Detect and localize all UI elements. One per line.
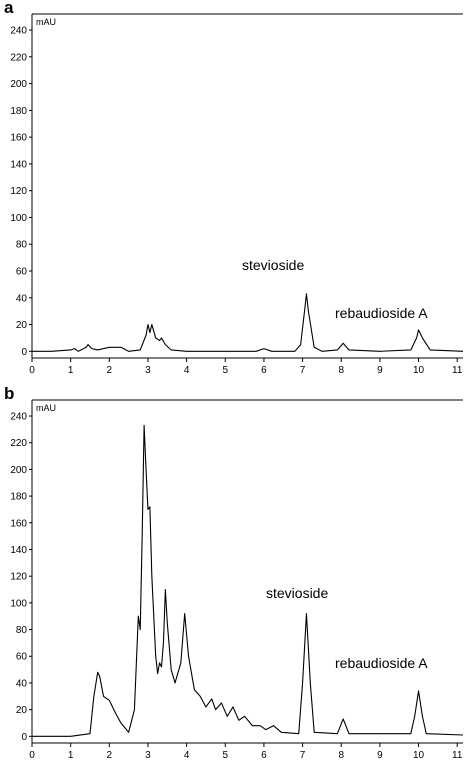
x-tick-label: 8 (338, 750, 344, 761)
trace (32, 293, 464, 352)
x-tick-label: 9 (377, 365, 383, 376)
y-tick-label: 120 (10, 186, 27, 197)
y-tick-label: 160 (10, 133, 27, 144)
x-tick-label: 8 (338, 365, 344, 376)
y-tick-label: 40 (16, 293, 28, 304)
y-tick-label: 120 (10, 572, 27, 583)
y-tick-label: 180 (10, 106, 27, 117)
y-tick-label: 200 (10, 465, 27, 476)
x-tick-label: 11 (452, 365, 463, 376)
y-tick-label: 0 (21, 347, 27, 358)
x-tick-label: 9 (377, 750, 383, 761)
x-tick-label: 6 (261, 365, 267, 376)
x-tick-label: 6 (261, 750, 267, 761)
y-tick-label: 240 (10, 26, 27, 37)
x-tick-label: 5 (222, 365, 228, 376)
annotation: rebaudioside A (335, 655, 428, 671)
panel-letter: b (4, 384, 14, 403)
y-tick-label: 220 (10, 52, 27, 63)
x-tick-label: 2 (107, 365, 113, 376)
y-tick-label: 140 (10, 159, 27, 170)
x-tick-label: 2 (107, 750, 113, 761)
y-tick-label: 60 (16, 652, 28, 663)
y-tick-label: 80 (16, 625, 28, 636)
y-tick-label: 60 (16, 266, 28, 277)
y-tick-label: 180 (10, 492, 27, 503)
x-tick-label: 7 (300, 750, 306, 761)
x-tick-label: 0 (29, 365, 35, 376)
annotation: stevioside (242, 257, 304, 273)
panel-letter: a (4, 0, 14, 17)
y-unit: mAU (36, 17, 56, 27)
y-tick-label: 100 (10, 598, 27, 609)
annotation: rebaudioside A (335, 305, 428, 321)
x-tick-label: 11 (452, 750, 463, 761)
y-tick-label: 100 (10, 213, 27, 224)
y-tick-label: 220 (10, 438, 27, 449)
x-tick-label: 1 (68, 365, 74, 376)
annotation: stevioside (266, 585, 328, 601)
x-tick-label: 4 (184, 365, 190, 376)
x-tick-label: 1 (68, 750, 74, 761)
y-tick-label: 0 (21, 732, 27, 743)
x-tick-label: 3 (145, 750, 151, 761)
y-unit: mAU (36, 403, 56, 413)
trace (32, 424, 464, 737)
x-tick-label: 10 (413, 365, 425, 376)
y-tick-label: 80 (16, 240, 28, 251)
y-tick-label: 200 (10, 79, 27, 90)
x-tick-label: 0 (29, 750, 35, 761)
x-tick-label: 7 (300, 365, 306, 376)
x-tick-label: 10 (413, 750, 425, 761)
y-tick-label: 20 (16, 320, 28, 331)
y-tick-label: 160 (10, 518, 27, 529)
x-tick-label: 4 (184, 750, 190, 761)
y-tick-label: 240 (10, 412, 27, 423)
y-tick-label: 140 (10, 545, 27, 556)
x-tick-label: 5 (222, 750, 228, 761)
y-tick-label: 40 (16, 678, 28, 689)
y-tick-label: 20 (16, 705, 28, 716)
x-tick-label: 3 (145, 365, 151, 376)
